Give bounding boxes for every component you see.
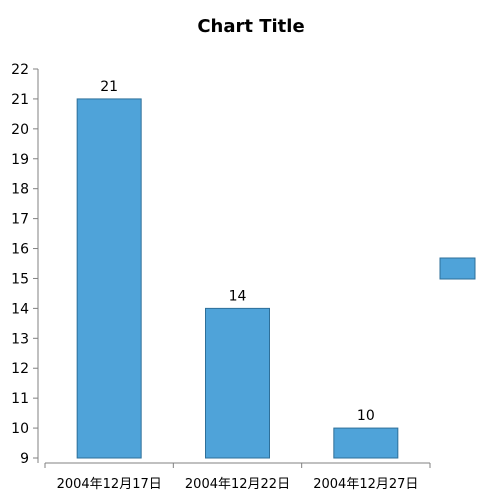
x-tick-label: 2004年12月17日 — [57, 477, 162, 492]
y-tick-label: 9 — [20, 451, 29, 467]
axes: 9 10 11 12 13 14 15 16 17 18 19 20 21 22 2004年12月17日 20… — [11, 62, 431, 492]
bar — [76, 98, 142, 459]
y-tick-label: 16 — [11, 242, 29, 258]
x-tick-label: 2004年12月22日 — [185, 477, 290, 492]
bar — [333, 427, 399, 459]
data-label: 10 — [357, 408, 375, 424]
data-label: 14 — [229, 288, 247, 304]
bars — [76, 98, 399, 459]
y-tick-label: 12 — [11, 361, 29, 377]
data-labels: 21 14 10 — [100, 79, 374, 424]
y-tick-label: 11 — [11, 391, 29, 407]
x-tick-label: 2004年12月27日 — [313, 477, 418, 492]
y-tick-label: 20 — [11, 122, 29, 138]
y-tick-label: 22 — [11, 62, 29, 78]
y-tick-label: 13 — [11, 331, 29, 347]
legend-swatch — [439, 257, 476, 280]
legend — [439, 257, 476, 280]
y-tick-label: 21 — [11, 92, 29, 108]
y-tick-label: 19 — [11, 152, 29, 168]
y-tick-label: 18 — [11, 182, 29, 198]
bar — [205, 307, 270, 459]
y-tick-label: 14 — [11, 301, 29, 317]
y-tick-label: 10 — [11, 421, 29, 437]
chart-title: Chart Title — [197, 16, 304, 37]
data-label: 21 — [100, 79, 118, 95]
y-tick-label: 17 — [11, 212, 29, 228]
y-tick-label: 15 — [11, 271, 29, 287]
